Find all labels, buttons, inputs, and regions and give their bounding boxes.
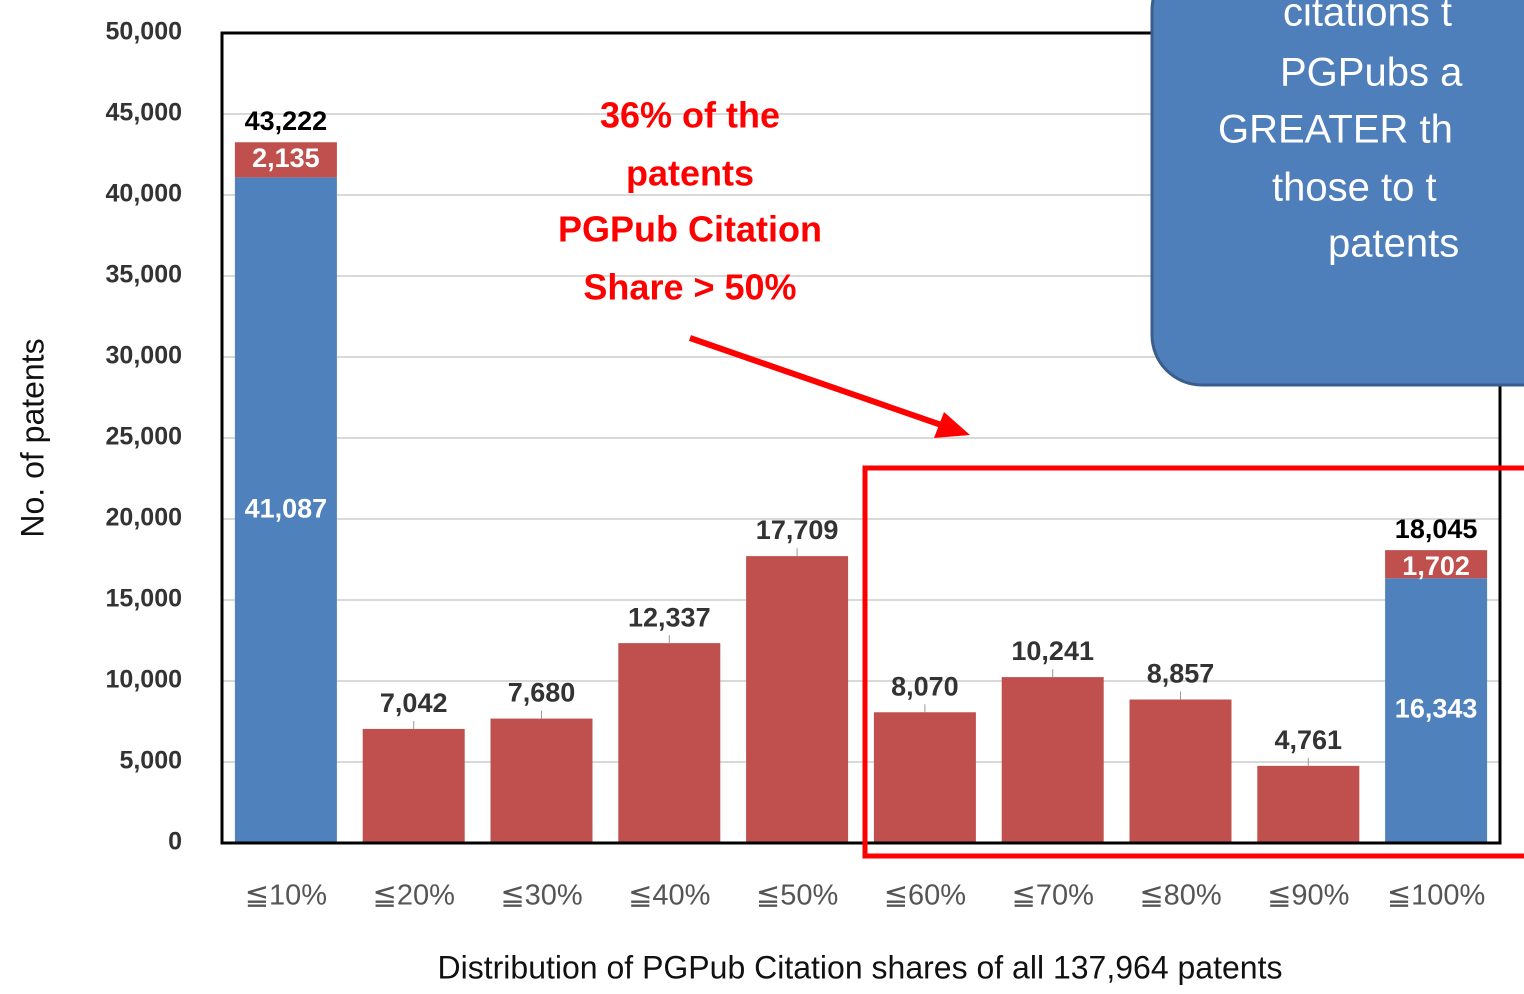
data-label: 41,087 (245, 493, 328, 523)
data-label: 1,702 (1402, 551, 1470, 581)
y-tick-label: 45,000 (106, 99, 182, 127)
bar-segment (1129, 699, 1232, 843)
x-tick-label: ≦100% (1387, 880, 1485, 912)
x-tick-label: ≦60% (884, 880, 966, 912)
x-tick-label: ≦50% (756, 880, 838, 912)
x-tick-label: ≦10% (245, 880, 327, 912)
arrow-shaft (689, 335, 951, 431)
data-label: 7,042 (380, 688, 448, 718)
x-axis-label: Distribution of PGPub Citation shares of… (438, 949, 1283, 985)
data-label: 16,343 (1395, 694, 1478, 724)
total-label: 18,045 (1395, 514, 1478, 544)
data-label: 8,857 (1147, 659, 1215, 689)
callout-line: those to t (1272, 166, 1437, 210)
callout: citations t PGPubs a GREATER th those to… (1150, 0, 1524, 387)
bar-segment (362, 728, 465, 843)
callout-line: patents (1328, 222, 1459, 266)
bar-segment (234, 177, 337, 843)
y-tick-label: 5,000 (119, 747, 182, 775)
data-label: 12,337 (628, 602, 711, 632)
bar-segment (618, 643, 721, 843)
bar-segment (1257, 765, 1360, 843)
bar-segment (746, 556, 849, 843)
callout-line: PGPubs a (1280, 51, 1463, 95)
data-label: 2,135 (252, 143, 320, 173)
annotation-line: PGPub Citation (558, 209, 822, 250)
bar-segment (1001, 677, 1104, 843)
y-tick-label: 40,000 (106, 180, 182, 208)
total-label: 43,222 (245, 106, 328, 136)
arrow-head (934, 412, 970, 438)
y-tick-label: 15,000 (106, 585, 182, 613)
annotation-line: Share > 50% (583, 267, 796, 308)
data-label: 7,680 (508, 678, 576, 708)
data-label: 4,761 (1275, 725, 1343, 755)
x-tick-label: ≦30% (500, 880, 582, 912)
y-axis-label: No. of patents (14, 338, 50, 537)
bar-segment (234, 142, 337, 178)
y-tick-label: 10,000 (106, 666, 182, 694)
x-tick-label: ≦80% (1139, 880, 1221, 912)
y-tick-label: 35,000 (106, 261, 182, 289)
annotation-line: patents (626, 153, 754, 194)
bars: ≦10% 41,087 2,135 43,222 ≦20% 7,042 ≦30% 7,680 ≦… (222, 106, 1500, 912)
bar-segment (873, 712, 976, 843)
bar-segment (490, 718, 593, 843)
y-tick-label: 30,000 (106, 342, 182, 370)
x-tick-label: ≦70% (1012, 880, 1094, 912)
x-tick-label: ≦20% (373, 880, 455, 912)
y-tick-label: 25,000 (106, 423, 182, 451)
y-tick-label: 0 (168, 828, 182, 856)
callout-line: GREATER th (1218, 108, 1453, 152)
x-tick-label: ≦90% (1267, 880, 1349, 912)
annotation-line: 36% of the (600, 95, 780, 136)
data-label: 17,709 (756, 515, 839, 545)
data-label: 8,070 (891, 671, 959, 701)
bar-segment (1385, 550, 1488, 579)
callout-box (1150, 0, 1524, 387)
x-tick-label: ≦40% (628, 880, 710, 912)
callout-line: citations t (1283, 0, 1452, 35)
bar-segment (1385, 578, 1488, 843)
y-tick-label: 50,000 (106, 18, 182, 46)
annotation: 36% of the patents PGPub Citation Share … (558, 95, 1524, 859)
highlight-box (862, 465, 1524, 859)
y-tick-label: 20,000 (106, 504, 182, 532)
data-label: 10,241 (1011, 636, 1094, 666)
